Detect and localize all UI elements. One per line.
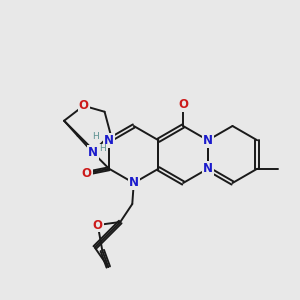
Text: N: N [203, 134, 213, 147]
Text: O: O [178, 98, 188, 112]
Text: N: N [104, 134, 114, 147]
Text: O: O [82, 167, 92, 180]
Text: H: H [92, 132, 99, 141]
Text: H: H [99, 144, 106, 153]
Text: N: N [203, 162, 213, 175]
Text: N: N [88, 146, 98, 159]
Text: N: N [129, 176, 139, 190]
Text: O: O [79, 99, 88, 112]
Text: O: O [93, 218, 103, 232]
